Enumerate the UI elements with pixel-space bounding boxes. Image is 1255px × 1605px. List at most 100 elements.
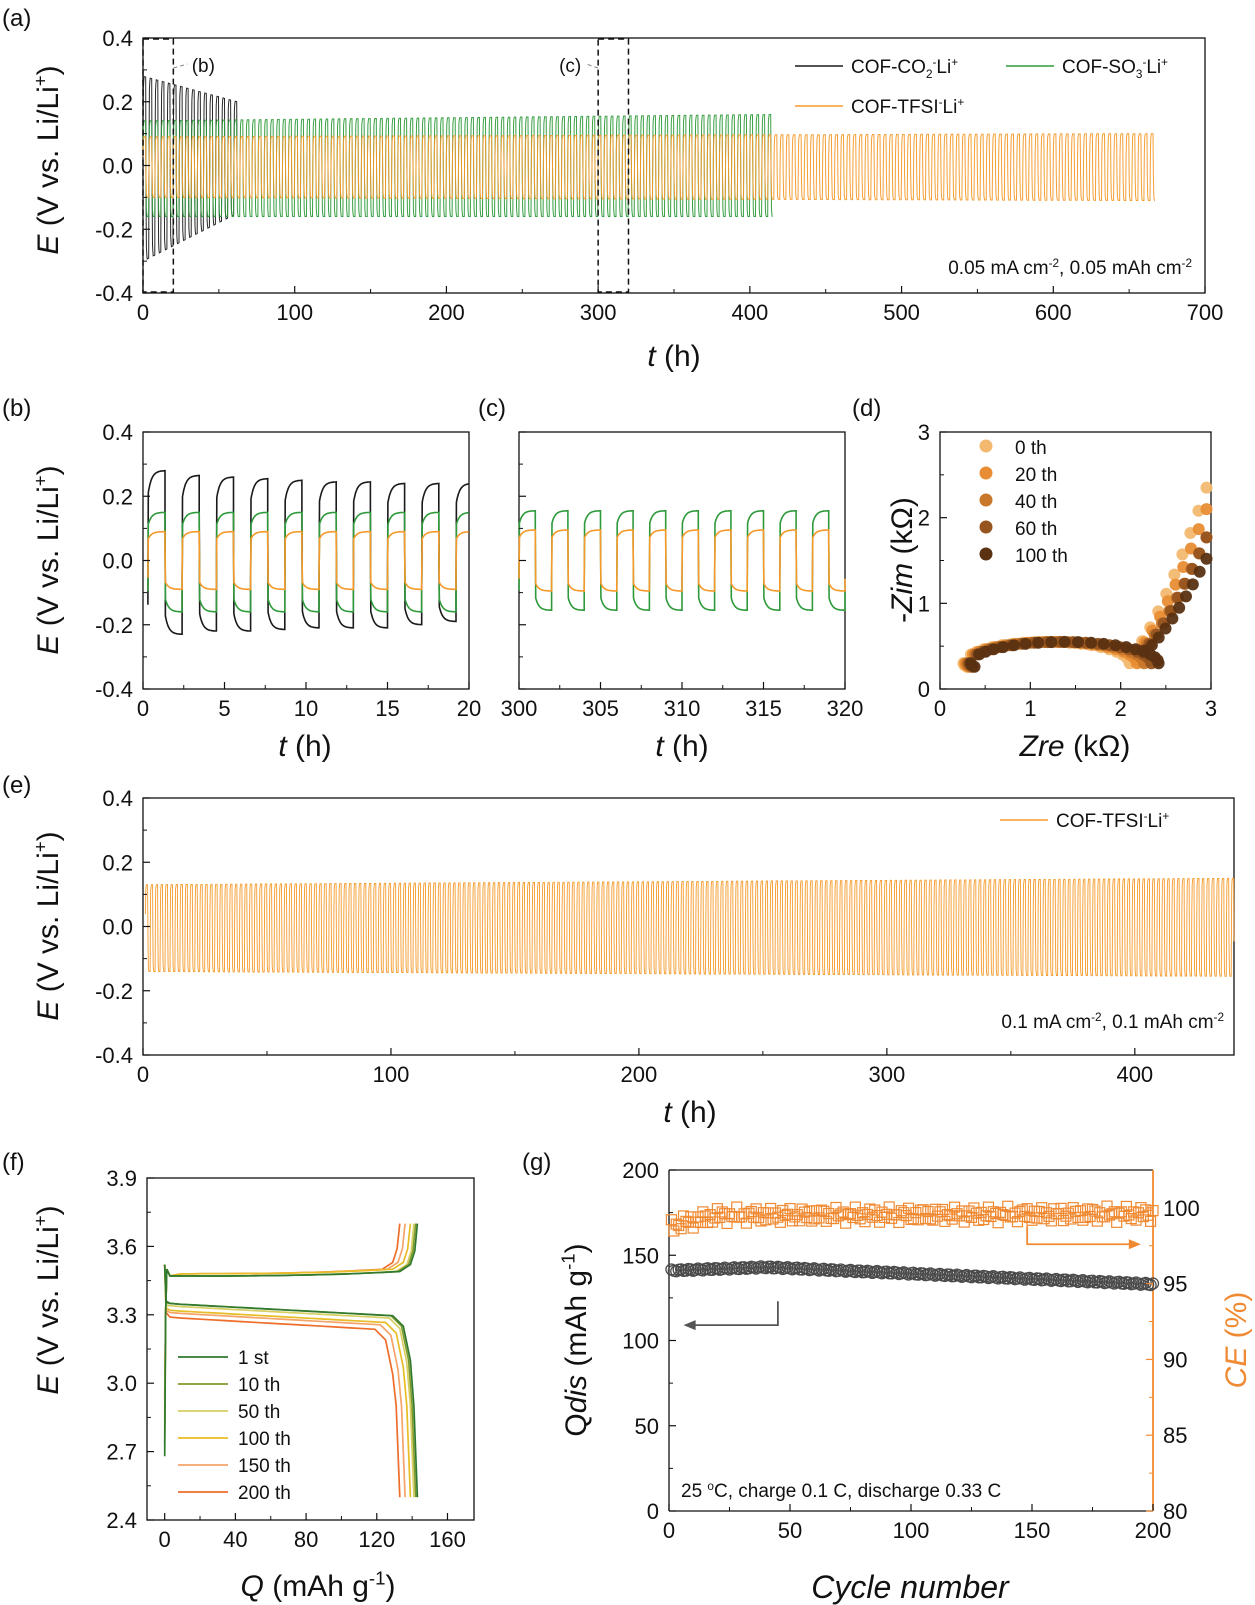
panel-b-series-2 — [147, 530, 469, 591]
panel-g-ce-point — [1130, 1214, 1142, 1226]
panel-d-point — [1169, 578, 1182, 591]
panel-g-x-tick-label: 150 — [1014, 1518, 1051, 1543]
panel-g-y2-tick-label: 100 — [1163, 1196, 1200, 1221]
panel-b-y-tick-label: 0.4 — [102, 420, 133, 445]
panel-d-x-axis-label: Zre (kΩ) — [1019, 730, 1131, 763]
panel-g-qdis-point — [1096, 1275, 1109, 1288]
panel-a-legend-1-label: COF-SO3-Li+ — [1062, 56, 1168, 81]
panel-g-arrowhead-right — [1128, 1239, 1141, 1250]
panel-a-x-tick-label: 600 — [1035, 300, 1072, 325]
panel-g-qdis-point — [970, 1269, 983, 1282]
panel-g-qdis-point — [1091, 1276, 1104, 1289]
panel-d-point — [1168, 568, 1181, 581]
panel-a-inset-label: (c) — [559, 56, 581, 77]
panel-c-x-tick-label: 315 — [745, 696, 782, 721]
panel-f-y-tick-label: 3.0 — [106, 1371, 137, 1396]
panel-g-qdis-point — [1069, 1274, 1082, 1287]
panel-g-qdis-point — [1059, 1273, 1073, 1286]
panel-c-series-1 — [518, 529, 846, 592]
panel-g-x-tick-label: 200 — [1135, 1518, 1172, 1543]
panel-d-x-tick-label: 0 — [934, 696, 946, 721]
panel-d-legend-label: 60 th — [1015, 519, 1057, 540]
panel-b-y-tick-label: -0.4 — [95, 677, 133, 702]
panel-d-legend-label: 100 th — [1015, 546, 1068, 567]
panel-f-y-tick-label: 2.7 — [106, 1440, 137, 1465]
panel-g-ce-point — [697, 1206, 709, 1218]
panel-f-y-tick-label: 3.6 — [106, 1234, 137, 1259]
panel-a-x-tick-label: 300 — [580, 300, 617, 325]
panel-g-qdis-point — [701, 1262, 714, 1275]
panel-g-qdis-point — [849, 1265, 862, 1279]
panel-g-ce-point — [815, 1204, 828, 1216]
panel-g-qdis-point — [991, 1272, 1005, 1285]
panel-g-series-ce — [665, 1200, 1159, 1237]
panel-g-qdis-point — [728, 1261, 741, 1274]
panel-a-x-tick-label: 700 — [1187, 300, 1224, 325]
panel-e-y-tick-label: -0.2 — [95, 979, 133, 1004]
panel-a-legend-0-label: COF-CO2-Li+ — [851, 56, 958, 81]
panel-d-point — [1166, 612, 1179, 625]
panel-g-qdis-point — [711, 1262, 724, 1275]
panel-g-arrow-right — [1026, 1226, 1137, 1246]
panel-e-y-tick-label: 0.4 — [102, 786, 133, 811]
panel-g-ce-point — [1147, 1205, 1159, 1217]
panel-g-qdis-point — [1086, 1274, 1099, 1287]
panel-g-arrow-left — [688, 1301, 779, 1327]
panel-g-ce-point — [1086, 1203, 1099, 1216]
panel-d-point — [1097, 637, 1110, 650]
panel-d-point — [1085, 636, 1098, 649]
panel-g-arrowhead-left — [683, 1320, 696, 1331]
panel-a-inset-box-1 — [597, 38, 630, 293]
panel-e-legend-0-label: COF-TFSI-Li+ — [1056, 810, 1169, 832]
panel-g-qdis-point — [1001, 1272, 1014, 1285]
panel-b-x-tick-label: 15 — [375, 696, 399, 721]
panel-g-qdis-point — [764, 1260, 777, 1273]
panel-label-a: (a) — [2, 5, 31, 32]
panel-g-y-tick-label: 0 — [647, 1499, 659, 1524]
panel-a-inset-pointer — [585, 63, 599, 69]
y-axis-label: E (V vs. Li/Li+) — [30, 831, 65, 1020]
panel-g-qdis-point — [1028, 1273, 1041, 1286]
panel-g-qdis-point — [858, 1265, 872, 1279]
panel-e-x-tick-label: 200 — [621, 1062, 658, 1087]
panel-f-x-tick-label: 0 — [159, 1527, 171, 1552]
panel-a-x-tick-label: 400 — [731, 300, 768, 325]
panel-e-x-tick-label: 400 — [1116, 1062, 1153, 1087]
panel-d-y-axis-label: -Zim (kΩ) — [886, 497, 919, 623]
panel-f-x-tick-label: 80 — [294, 1527, 318, 1552]
panel-d-legend-marker — [979, 547, 993, 561]
panel-d-x-tick-label: 1 — [1024, 696, 1036, 721]
panel-a-y-tick-label: -0.2 — [95, 217, 133, 242]
panel-g-qdis-point — [943, 1268, 956, 1281]
panel-g-qdis-point — [1006, 1271, 1019, 1284]
panel-f-frame — [146, 1177, 475, 1521]
panel-g-qdis-point — [948, 1269, 961, 1283]
panel-g-qdis-point — [1033, 1272, 1046, 1285]
panel-g-qdis-point — [875, 1267, 889, 1280]
panel-d-point — [1180, 590, 1193, 603]
panel-a-chart: (b) (c) 0 100 200 300 400 500 600 700 -0.4 -0.2 0.0 0… — [30, 26, 1224, 373]
panel-d-x-tick-label: 3 — [1205, 696, 1217, 721]
panel-d-point — [1032, 636, 1045, 649]
panel-d-point — [1200, 552, 1213, 565]
x-axis-label: t (h) — [278, 730, 331, 763]
panel-a-x-tick-label: 200 — [428, 300, 465, 325]
panel-g-series-qdis — [665, 1260, 1160, 1292]
panel-g-y-tick-label: 50 — [635, 1414, 659, 1439]
panel-b-x-tick-label: 20 — [457, 696, 481, 721]
panel-f-charge-3 — [163, 1223, 412, 1423]
panel-label-e: (e) — [2, 772, 31, 799]
panel-d-x-tick-label: 2 — [1115, 696, 1127, 721]
panel-b-x-tick-label: 10 — [294, 696, 318, 721]
panel-d-y-tick-label: 3 — [918, 420, 930, 445]
panel-g-qdis-point — [679, 1264, 693, 1277]
panel-g-y2-tick-label: 85 — [1163, 1423, 1187, 1448]
panel-d-point — [1145, 639, 1158, 652]
panel-d-point — [1200, 503, 1213, 516]
panel-g-qdis-point — [1054, 1274, 1068, 1288]
panel-e-x-tick-label: 300 — [869, 1062, 906, 1087]
panel-a-x-tick-label: 0 — [137, 300, 149, 325]
x-axis-label: t (h) — [655, 730, 708, 763]
x-axis-label: t (h) — [663, 1096, 716, 1129]
panel-b-series-1 — [147, 511, 469, 613]
